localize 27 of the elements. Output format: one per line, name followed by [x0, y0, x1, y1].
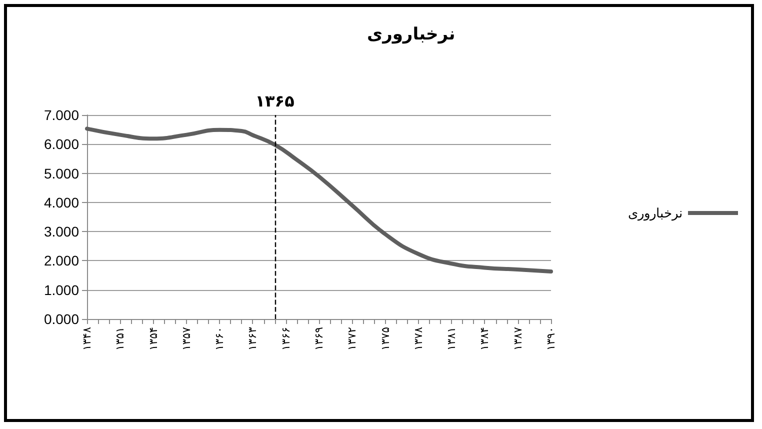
x-tick-label: ۱۳۵۴	[146, 326, 160, 351]
x-tick-label: ۱۳۷۲	[346, 326, 359, 351]
x-tick-label: ۱۳۸۷	[511, 326, 524, 351]
x-tick-label: ۱۳۶۳	[246, 326, 260, 351]
x-tick-label: ۱۳۶۶	[279, 327, 292, 351]
x-tick-label: ۱۳۵۷	[180, 326, 193, 351]
ref-line-label: ۱۳۶۵	[255, 92, 295, 110]
x-tick-label: ۱۳۸۴	[478, 326, 492, 351]
x-tick-label: ۱۳۶۰	[213, 327, 226, 351]
line-series	[85, 126, 553, 274]
x-tick-label: ۱۳۶۹	[312, 326, 326, 351]
y-tick-label: 5.000	[44, 165, 80, 182]
x-tick-label: ۱۳۹۰	[544, 327, 558, 351]
x-tick-label: ۱۳۸۱	[445, 327, 458, 351]
y-tick-label: 2.000	[44, 252, 80, 269]
x-tick-label: ۱۳۵۱	[114, 327, 127, 351]
legend-label: نرخباروری	[628, 206, 683, 222]
x-tick-label: ۱۳۷۵	[378, 326, 392, 351]
y-tick-label: 7.000	[44, 107, 80, 123]
y-tick-label: 0.000	[44, 311, 80, 327]
y-tick-label: 1.000	[44, 282, 80, 298]
x-tick-label: ۱۳۴۸	[80, 326, 94, 351]
y-tick-label: 6.000	[44, 136, 80, 152]
chart-title: نرخباروری	[367, 24, 456, 44]
y-tick-label: 4.000	[44, 194, 80, 210]
y-tick-label: 3.000	[44, 224, 80, 240]
x-tick-label: ۱۳۷۸	[412, 326, 425, 351]
